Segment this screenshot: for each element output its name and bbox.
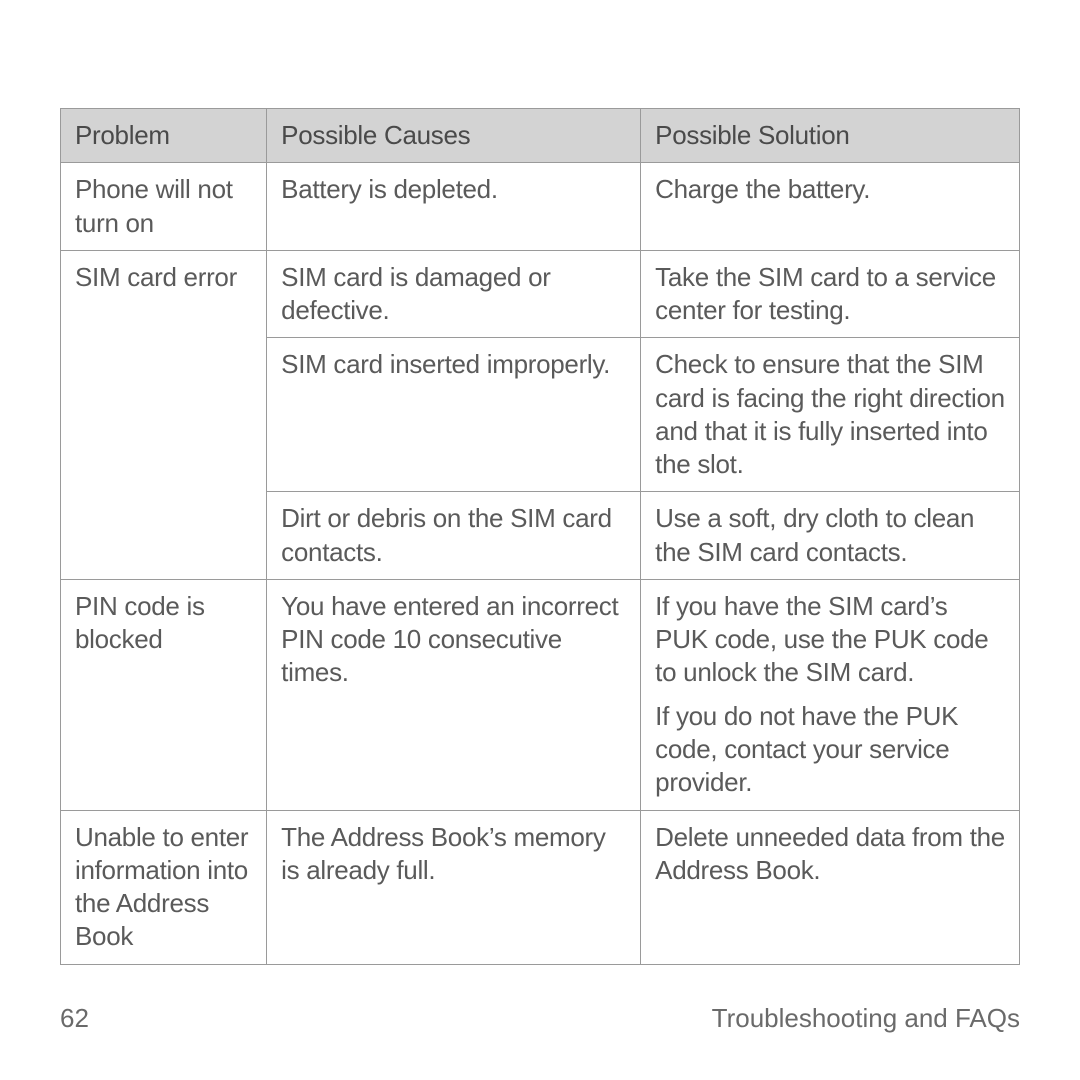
cell-cause: Battery is depleted.	[267, 163, 641, 251]
cell-problem: SIM card error	[61, 250, 267, 579]
document-page: Problem Possible Causes Possible Solutio…	[0, 0, 1080, 1080]
cell-problem: Unable to enter information into the Add…	[61, 810, 267, 964]
solution-paragraph: If you do not have the PUK code, contact…	[655, 700, 1005, 800]
table-row: SIM card error SIM card is damaged or de…	[61, 250, 1020, 338]
table-row: PIN code is blocked You have entered an …	[61, 579, 1020, 810]
cell-solution: Delete unneeded data from the Address Bo…	[641, 810, 1020, 964]
cell-cause: Dirt or debris on the SIM card contacts.	[267, 492, 641, 580]
table-header-row: Problem Possible Causes Possible Solutio…	[61, 109, 1020, 163]
table-row: Unable to enter information into the Add…	[61, 810, 1020, 964]
cell-solution: Check to ensure that the SIM card is fac…	[641, 338, 1020, 492]
cell-solution: If you have the SIM card’s PUK code, use…	[641, 579, 1020, 810]
header-causes: Possible Causes	[267, 109, 641, 163]
page-footer: 62 Troubleshooting and FAQs	[60, 1003, 1020, 1034]
cell-solution: Take the SIM card to a service center fo…	[641, 250, 1020, 338]
section-title: Troubleshooting and FAQs	[712, 1003, 1020, 1034]
troubleshooting-table: Problem Possible Causes Possible Solutio…	[60, 108, 1020, 965]
cell-solution: Charge the battery.	[641, 163, 1020, 251]
cell-cause: You have entered an incorrect PIN code 1…	[267, 579, 641, 810]
cell-cause: The Address Book’s memory is already ful…	[267, 810, 641, 964]
cell-cause: SIM card inserted improperly.	[267, 338, 641, 492]
table-row: Phone will not turn on Battery is deplet…	[61, 163, 1020, 251]
cell-cause: SIM card is damaged or defective.	[267, 250, 641, 338]
cell-solution: Use a soft, dry cloth to clean the SIM c…	[641, 492, 1020, 580]
solution-paragraph: If you have the SIM card’s PUK code, use…	[655, 590, 1005, 690]
cell-problem: Phone will not turn on	[61, 163, 267, 251]
cell-problem: PIN code is blocked	[61, 579, 267, 810]
header-solution: Possible Solution	[641, 109, 1020, 163]
page-number: 62	[60, 1003, 89, 1034]
header-problem: Problem	[61, 109, 267, 163]
